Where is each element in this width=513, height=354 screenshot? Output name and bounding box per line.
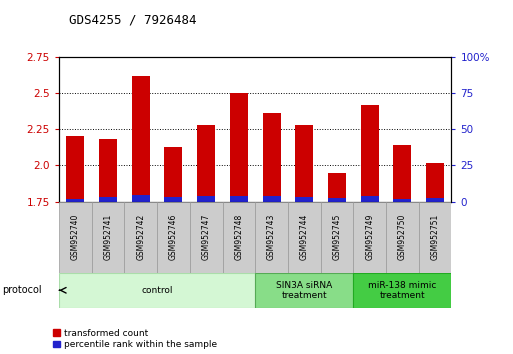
Bar [393,199,411,202]
Bar [66,136,84,202]
Bar [197,125,215,202]
Text: GSM952742: GSM952742 [136,214,145,260]
Text: control: control [142,286,173,295]
Text: GDS4255 / 7926484: GDS4255 / 7926484 [69,13,197,27]
Text: GSM952745: GSM952745 [332,214,342,261]
Text: GSM952747: GSM952747 [202,214,211,261]
Bar [230,196,248,202]
Bar [190,202,223,273]
Text: SIN3A siRNA
treatment: SIN3A siRNA treatment [276,281,332,300]
Bar [288,202,321,273]
Bar [353,273,451,308]
Bar [386,202,419,273]
Bar [426,162,444,202]
Bar [255,202,288,273]
Bar [295,125,313,202]
Bar [361,104,379,202]
Bar [223,202,255,273]
Bar [197,196,215,202]
Bar [263,196,281,202]
Bar [92,202,125,273]
Bar [328,173,346,202]
Text: GSM952744: GSM952744 [300,214,309,261]
Text: GSM952746: GSM952746 [169,214,178,261]
Bar [295,198,313,202]
Legend: transformed count, percentile rank within the sample: transformed count, percentile rank withi… [53,329,217,349]
Text: GSM952748: GSM952748 [234,214,243,260]
Bar [66,199,84,202]
Bar [426,198,444,202]
Bar [361,196,379,202]
Bar [353,202,386,273]
Bar [124,202,157,273]
Bar [263,113,281,202]
Bar [59,202,92,273]
Text: miR-138 mimic
treatment: miR-138 mimic treatment [368,281,437,300]
Text: GSM952751: GSM952751 [430,214,440,260]
Text: GSM952741: GSM952741 [104,214,112,260]
Bar [255,273,353,308]
Bar [321,202,353,273]
Bar [132,195,150,202]
Bar [419,202,451,273]
Bar [99,139,117,202]
Text: GSM952743: GSM952743 [267,214,276,261]
Bar [328,198,346,202]
Text: GSM952740: GSM952740 [71,214,80,261]
Bar [59,273,255,308]
Text: GSM952750: GSM952750 [398,214,407,261]
Bar [393,145,411,202]
Text: protocol: protocol [3,285,42,295]
Bar [157,202,190,273]
Bar [99,198,117,202]
Text: GSM952749: GSM952749 [365,214,374,261]
Bar [165,147,183,202]
Bar [132,75,150,202]
Bar [230,93,248,202]
Bar [165,198,183,202]
